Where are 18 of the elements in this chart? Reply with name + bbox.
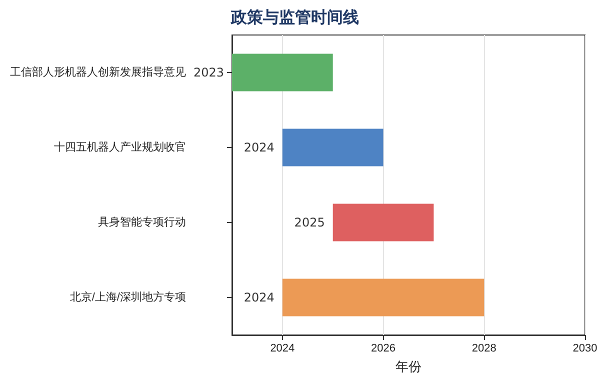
x-tick-label: 2028 — [472, 342, 496, 354]
bar — [332, 204, 434, 242]
x-tick-label: 2030 — [572, 342, 598, 354]
y-tick-label: 工信部人形机器人创新发展指导意见 — [10, 66, 186, 78]
chart-title: 政策与监管时间线 — [230, 8, 359, 26]
bar — [232, 54, 333, 92]
annotation: 2024 — [244, 140, 274, 154]
bar — [282, 128, 384, 166]
annotation: 2025 — [294, 216, 325, 230]
annotation: 2024 — [244, 290, 274, 304]
y-tick-label: 具身智能专项行动 — [98, 216, 186, 228]
x-tick-label: 2024 — [270, 342, 295, 354]
annotation: 2023 — [193, 66, 224, 80]
bar — [282, 278, 484, 316]
y-tick-label: 十四五机器人产业规划收官 — [54, 140, 186, 154]
x-tick-label: 2026 — [371, 342, 396, 354]
y-tick-label: 北京/上海/深圳地方专项 — [70, 290, 186, 304]
x-axis-title: 年份 — [396, 360, 422, 375]
